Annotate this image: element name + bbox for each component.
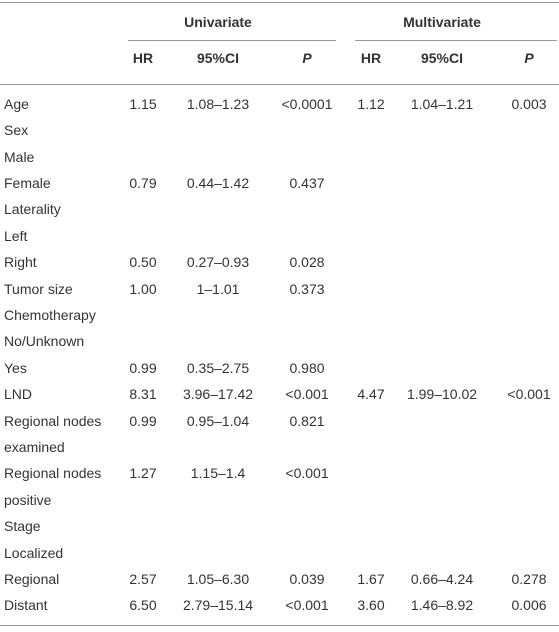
row-label: Regional nodes positive — [4, 465, 102, 508]
cell-value: 0.99 — [129, 412, 157, 429]
cell-value: 0.95–1.04 — [186, 412, 250, 429]
top-rule — [0, 2, 559, 3]
cell-value: 0.35–2.75 — [186, 359, 250, 376]
cell-value: <0.0001 — [281, 95, 333, 112]
row-label: Male — [4, 148, 35, 165]
cell-value: 0.44–1.42 — [186, 175, 250, 191]
cell-value: 0.039 — [289, 571, 325, 587]
cell-value: 1.67 — [357, 571, 385, 587]
cell-value: 0.27–0.93 — [186, 254, 250, 271]
cell-value: 1.15–1.4 — [190, 465, 246, 482]
row-label: Regional nodes examined — [4, 412, 102, 455]
column-header: P — [302, 49, 312, 66]
cell-value: 1.00 — [129, 280, 157, 297]
bottom-rule — [0, 625, 559, 626]
cell-value: 1.27 — [129, 465, 157, 482]
group-header: Multivariate — [403, 13, 481, 30]
cell-value: 0.50 — [129, 254, 157, 271]
cell-value: 1.12 — [357, 95, 385, 112]
group-rule — [128, 40, 336, 41]
cell-value: 2.57 — [129, 571, 157, 587]
group-rule — [355, 40, 557, 41]
cell-value: 1.15 — [129, 95, 157, 112]
cell-value: 0.437 — [289, 175, 325, 191]
row-label: Tumor size — [4, 280, 73, 297]
cell-value: 0.028 — [289, 254, 325, 271]
cell-value: 3.60 — [357, 597, 385, 614]
row-label: Distant — [4, 597, 48, 614]
cell-value: 0.003 — [511, 95, 547, 112]
row-label: Laterality — [4, 201, 61, 218]
cell-value: 1.04–1.21 — [410, 95, 474, 112]
cell-value: <0.001 — [285, 597, 329, 614]
cell-value: 2.79–15.14 — [182, 597, 254, 614]
column-header: P — [524, 49, 534, 66]
cell-value: <0.001 — [285, 465, 329, 482]
row-label: Regional — [4, 571, 60, 587]
cell-value: 0.821 — [289, 412, 325, 429]
row-label: Yes — [4, 359, 27, 376]
row-label: Chemotherapy — [4, 307, 96, 323]
cell-value: 0.278 — [511, 571, 547, 587]
cell-value: 6.50 — [129, 597, 157, 614]
row-label: Female — [4, 175, 51, 191]
header-rule — [0, 84, 559, 85]
cell-value: 0.66–4.24 — [410, 571, 474, 587]
column-header: HR — [132, 49, 154, 66]
row-label: Left — [4, 227, 28, 244]
group-header: Univariate — [184, 13, 252, 30]
cell-value: 0.006 — [511, 597, 547, 614]
cell-value: <0.001 — [285, 386, 329, 403]
column-header: 95%CI — [420, 49, 464, 66]
cell-value: 0.79 — [129, 175, 157, 191]
cell-value: 1.99–10.02 — [406, 386, 478, 403]
cell-value: 0.99 — [129, 359, 157, 376]
column-header: HR — [360, 49, 382, 66]
cell-value: 8.31 — [129, 386, 157, 403]
cell-value: 3.96–17.42 — [182, 386, 254, 403]
row-label: Right — [4, 254, 37, 271]
cell-value: 1.05–6.30 — [186, 571, 250, 587]
row-label: Stage — [4, 518, 41, 535]
cell-value: 0.980 — [289, 359, 325, 376]
column-header: 95%CI — [196, 49, 240, 66]
cell-value: 4.47 — [357, 386, 385, 403]
row-label: Localized — [4, 544, 64, 561]
row-label: Age — [4, 95, 29, 112]
row-label: Sex — [4, 122, 29, 139]
row-label: No/Unknown — [4, 333, 85, 350]
cell-value: 0.373 — [289, 280, 325, 297]
row-label: LND — [4, 386, 33, 403]
cell-value: <0.001 — [507, 386, 551, 403]
cell-value: 1–1.01 — [196, 280, 240, 297]
cell-value: 1.46–8.92 — [410, 597, 474, 614]
cell-value: 1.08–1.23 — [186, 95, 250, 112]
